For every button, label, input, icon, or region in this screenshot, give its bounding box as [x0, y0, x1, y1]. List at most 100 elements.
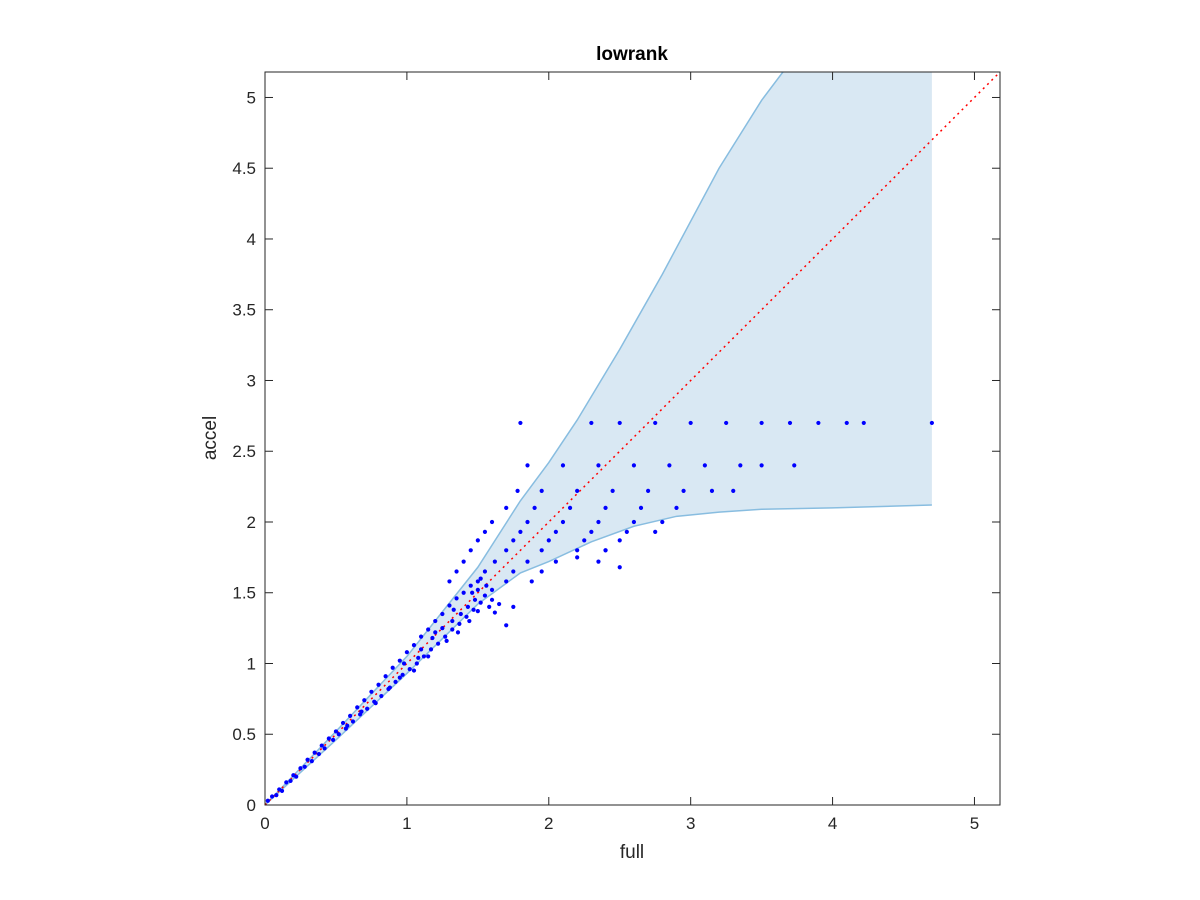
band-upper-edge [265, 72, 784, 805]
x-axis-label: full [620, 842, 644, 863]
data-point [709, 488, 715, 493]
data-point [411, 668, 417, 673]
data-point [302, 764, 307, 769]
data-point [844, 420, 849, 426]
data-point [546, 538, 551, 543]
y-tick-label: 2.5 [232, 442, 256, 461]
data-point [336, 732, 341, 737]
data-point [589, 529, 594, 534]
data-point [529, 579, 534, 584]
data-point [759, 420, 764, 426]
data-point [465, 604, 471, 609]
data-point [702, 463, 707, 468]
data-point [472, 597, 478, 602]
data-point [603, 548, 608, 553]
data-point [326, 736, 331, 741]
data-point [553, 559, 558, 564]
identity-line [265, 72, 1000, 805]
data-point [482, 593, 488, 598]
data-point [416, 655, 421, 660]
data-point [454, 596, 459, 601]
data-point [617, 565, 622, 570]
data-point [322, 746, 327, 751]
data-point [355, 705, 360, 710]
data-point [653, 529, 658, 534]
data-point [436, 641, 441, 646]
data-point [443, 634, 448, 639]
data-point [470, 590, 475, 595]
data-point [511, 538, 516, 543]
data-point [269, 794, 275, 799]
data-point [319, 743, 324, 748]
data-point [589, 420, 594, 426]
data-point [759, 463, 764, 468]
data-point [404, 650, 409, 655]
data-point [787, 420, 793, 426]
chart-title: lowrank [596, 44, 668, 65]
x-tick-label: 3 [686, 814, 695, 833]
data-point [532, 505, 537, 510]
data-point [539, 548, 544, 553]
data-point [458, 611, 463, 617]
data-point [525, 519, 530, 525]
data-point [426, 627, 431, 632]
reference-line [265, 72, 1000, 805]
data-point [504, 548, 509, 553]
data-point [467, 618, 472, 624]
data-point [400, 672, 405, 677]
data-point [482, 569, 488, 574]
data-point [539, 569, 544, 574]
data-point [468, 548, 473, 553]
data-point [350, 719, 356, 724]
data-point [724, 420, 729, 426]
confidence-band [265, 72, 932, 805]
band-lower-edge [265, 504, 932, 805]
data-point [440, 626, 445, 631]
data-point [279, 788, 285, 793]
data-point [376, 682, 381, 687]
data-point [484, 583, 489, 588]
data-point [312, 750, 317, 755]
data-point [451, 607, 456, 612]
band-fill [265, 72, 932, 805]
data-point [461, 590, 466, 595]
data-point [365, 706, 370, 711]
data-point [929, 420, 934, 426]
data-point [596, 519, 601, 525]
data-point [362, 698, 367, 703]
data-point [575, 555, 580, 560]
data-point [539, 488, 544, 493]
data-point [515, 488, 520, 493]
data-point [792, 463, 797, 468]
y-axis-label: accel [200, 416, 221, 460]
data-point [454, 569, 459, 574]
data-point [387, 685, 392, 690]
data-point [407, 667, 412, 672]
y-tick-label: 3.5 [232, 301, 256, 320]
data-point [274, 792, 279, 798]
data-point [518, 529, 523, 534]
data-point [455, 630, 461, 635]
data-point [411, 642, 417, 648]
data-point [504, 579, 509, 584]
x-tick-label: 4 [828, 814, 837, 833]
data-point [265, 798, 270, 803]
data-point [504, 505, 509, 510]
data-point [653, 420, 658, 426]
data-point [489, 587, 495, 593]
data-point [596, 559, 601, 564]
data-point [504, 623, 509, 628]
y-tick-label: 0 [247, 796, 256, 815]
data-point [433, 630, 438, 635]
data-point [433, 618, 438, 624]
data-point [738, 463, 743, 468]
data-point [638, 505, 644, 510]
data-point [393, 679, 398, 684]
data-point [390, 665, 395, 670]
data-point [397, 658, 402, 663]
data-point [631, 463, 637, 468]
data-point [421, 654, 427, 659]
data-point [294, 774, 299, 779]
data-point [731, 488, 736, 493]
data-point [348, 713, 353, 718]
